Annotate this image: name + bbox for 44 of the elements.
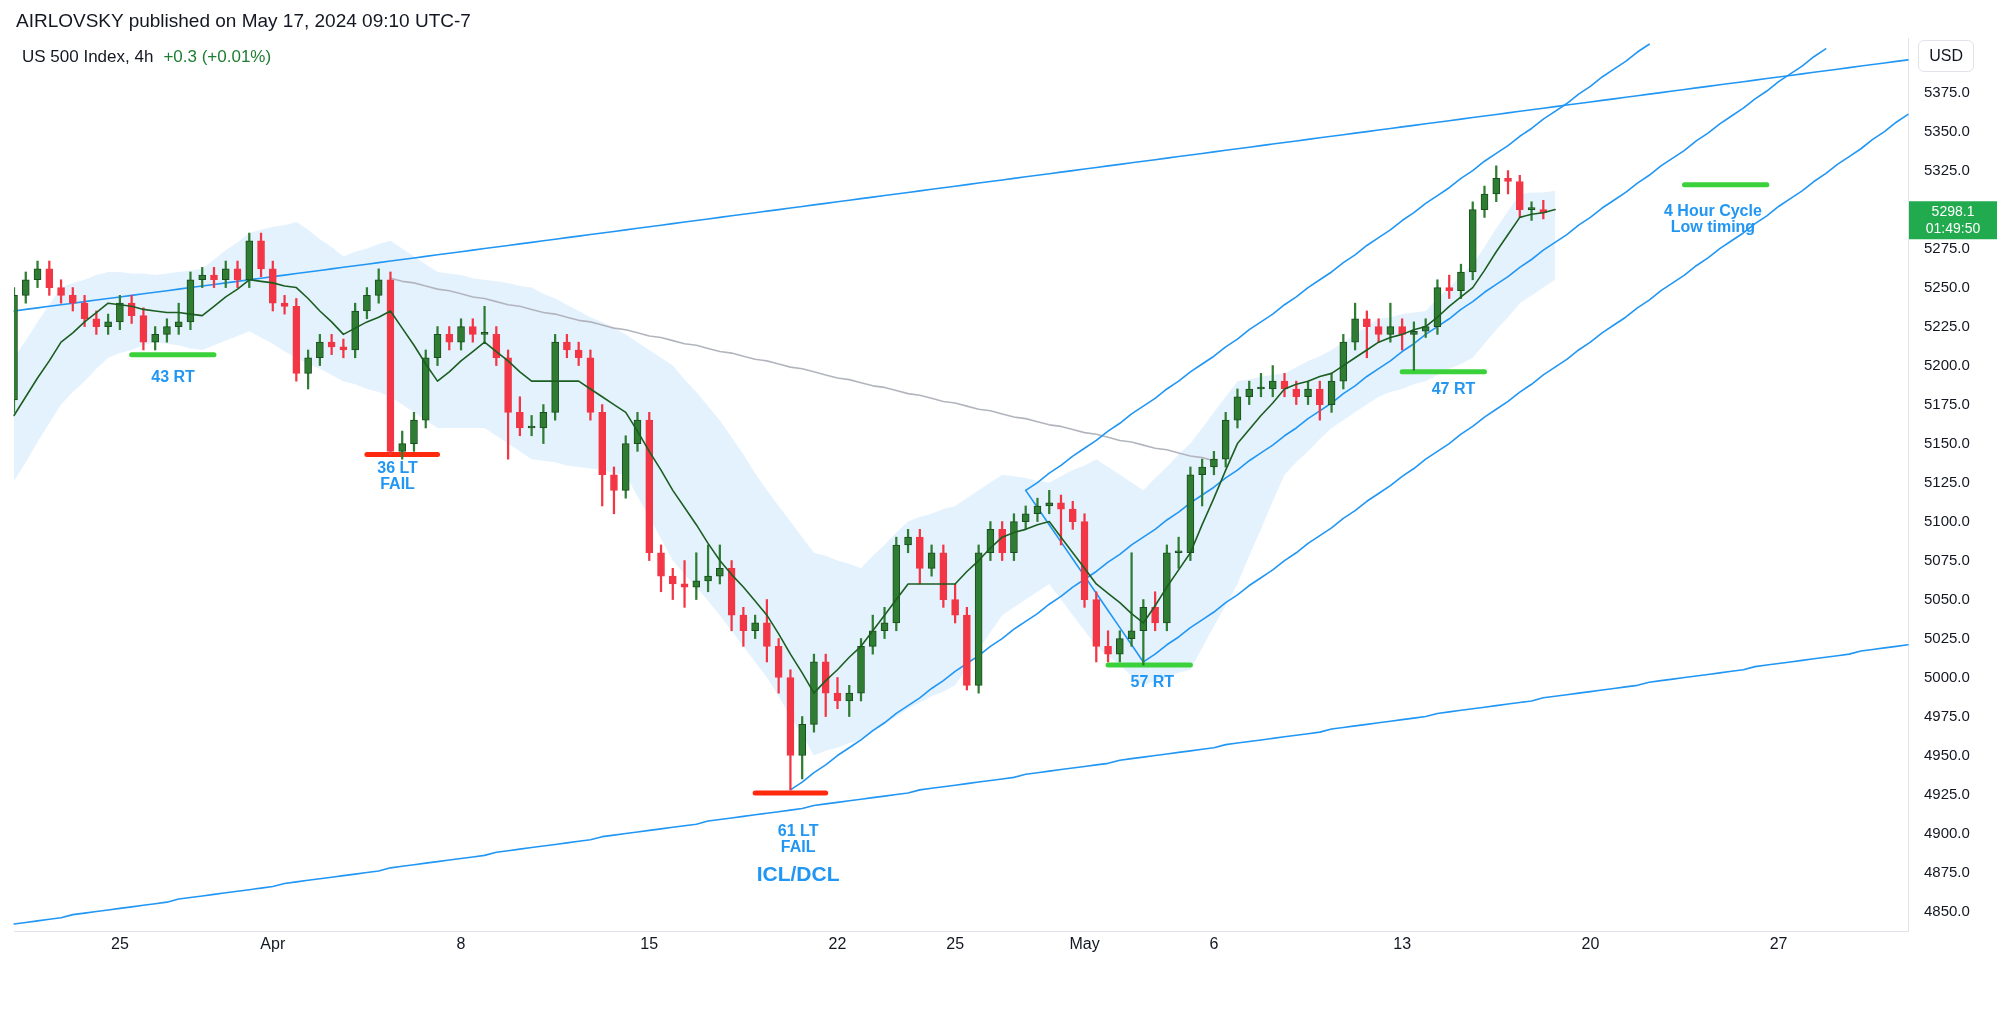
x-tick-label: 22 [828, 934, 847, 952]
chart-subtitle: AIRLOVSKY published on May 17, 2024 09:10 UTC-7 [16, 10, 471, 32]
x-tick-label: 27 [1769, 934, 1788, 952]
y-tick-label: 5075.0 [1924, 550, 1970, 568]
annotation: 4 Hour Cycle Low timing [1664, 201, 1762, 235]
y-tick-label: 4925.0 [1924, 784, 1970, 802]
y-tick-label: 5125.0 [1924, 472, 1970, 490]
y-tick-label: 4975.0 [1924, 706, 1970, 724]
y-tick-label: 5350.0 [1924, 121, 1970, 139]
text: 5298.1 01:49:50 [1925, 203, 1981, 237]
y-tick-label: 5050.0 [1924, 589, 1970, 607]
annotation: 43 RT [151, 368, 196, 386]
y-tick-label: 5000.0 [1924, 667, 1970, 685]
x-tick-label: 15 [640, 934, 659, 952]
y-tick-label: 4850.0 [1924, 901, 1970, 919]
x-tick-label: Apr [260, 934, 286, 952]
y-axis-title: USD [1918, 40, 1974, 72]
y-tick-label: 5150.0 [1924, 433, 1970, 451]
y-tick-label: 4875.0 [1924, 862, 1970, 880]
annotation: 57 RT [1130, 672, 1175, 690]
x-tick-label: 6 [1209, 934, 1219, 952]
y-tick-label: 5175.0 [1924, 394, 1970, 412]
x-tick-label: 25 [110, 934, 129, 952]
y-tick-label: 5325.0 [1924, 160, 1970, 178]
annotation: ICL/DCL [756, 862, 840, 886]
y-tick-label: 5275.0 [1924, 238, 1970, 256]
x-tick-label: 20 [1581, 934, 1600, 952]
x-tick-label: 13 [1393, 934, 1412, 952]
text: US 500 Index, 4h [22, 47, 154, 66]
y-tick-label: 5025.0 [1924, 628, 1970, 646]
y-tick-label: 4900.0 [1924, 823, 1970, 841]
annotation: +0.3 (+0.01%) [163, 47, 272, 66]
x-tick-label: 25 [946, 934, 965, 952]
y-tick-label: 5375.0 [1924, 82, 1970, 100]
y-tick-label: 4950.0 [1924, 745, 1970, 763]
annotation: 47 RT [1431, 379, 1476, 397]
annotation: 61 LT FAIL [777, 822, 819, 856]
y-tick-label: 5250.0 [1924, 277, 1970, 295]
y-tick-label: 5200.0 [1924, 355, 1970, 373]
x-tick-label: May [1069, 934, 1100, 952]
y-tick-label: 5100.0 [1924, 511, 1970, 529]
x-tick-label: 8 [456, 934, 466, 952]
y-tick-label: 5225.0 [1924, 316, 1970, 334]
annotation: 36 LT FAIL [377, 459, 419, 493]
